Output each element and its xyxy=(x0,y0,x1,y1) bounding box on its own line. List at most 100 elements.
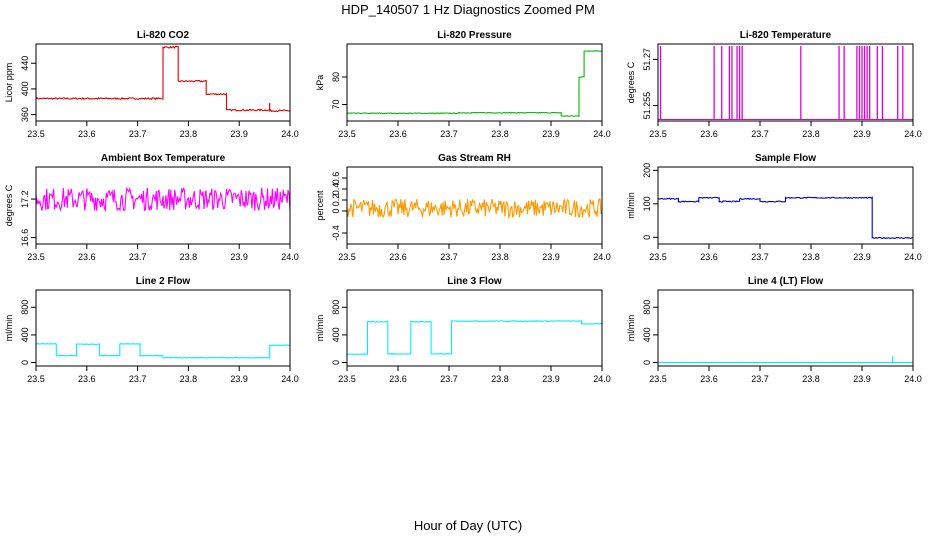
panel-title: Gas Stream RH xyxy=(438,153,511,164)
y-axis-label: degrees C xyxy=(626,61,636,103)
y-tick-label: 200 xyxy=(642,163,652,178)
y-tick-label: 0.6 xyxy=(331,172,341,185)
y-tick-label: 0.4 xyxy=(331,183,341,196)
x-tick-label: 23.5 xyxy=(649,374,667,384)
x-tick-label: 23.9 xyxy=(542,252,560,262)
y-tick-label: 0 xyxy=(20,360,30,365)
y-axis-label: ml/min xyxy=(626,192,636,219)
x-tick-label: 23.7 xyxy=(751,129,769,139)
x-tick-label: 23.6 xyxy=(389,129,407,139)
panel-title: Sample Flow xyxy=(755,153,816,164)
panel-3: Li-820 Temperature 23.5 23.6 23.7 23.8 23.9 24… xyxy=(626,30,922,139)
x-tick-label: 23.8 xyxy=(180,129,198,139)
figure-title: HDP_140507 1 Hz Diagnostics Zoomed PM xyxy=(341,2,595,17)
y-tick-label: 800 xyxy=(20,300,30,315)
x-tick-label: 24.0 xyxy=(281,252,299,262)
panel-title: Li-820 Temperature xyxy=(740,30,832,41)
series-line xyxy=(36,342,291,359)
x-tick-label: 23.9 xyxy=(230,129,248,139)
x-tick-label: 23.9 xyxy=(230,374,248,384)
x-tick-label: 23.9 xyxy=(853,129,871,139)
y-axis-label: ml/min xyxy=(4,315,14,342)
plot-frame xyxy=(657,166,914,245)
plot-frame xyxy=(346,166,603,245)
y-tick-label: 400 xyxy=(642,327,652,342)
series-line xyxy=(35,45,291,113)
y-tick-label: 0 xyxy=(331,360,341,365)
panel-title: Li-820 CO2 xyxy=(137,30,190,41)
panel-5: Gas Stream RH 23.5 23.6 23.7 23.8 23.9 24.0 -0.… xyxy=(315,153,611,262)
series-line xyxy=(346,198,603,220)
y-tick-label: 360 xyxy=(20,107,30,122)
y-tick-label: 51.255 xyxy=(642,92,652,120)
x-tick-label: 23.7 xyxy=(129,374,147,384)
plot-frame xyxy=(35,289,291,367)
x-tick-label: 23.8 xyxy=(180,252,198,262)
x-tick-label: 23.6 xyxy=(700,374,718,384)
panel-title: Ambient Box Temperature xyxy=(101,153,226,164)
x-tick-label: 23.6 xyxy=(78,129,96,139)
plot-frame xyxy=(657,289,914,367)
panel-4: Ambient Box Temperature 23.5 23.6 23.7 23.8 2… xyxy=(4,153,299,262)
y-tick-label: 800 xyxy=(331,300,341,315)
x-tick-label: 23.8 xyxy=(491,252,509,262)
x-tick-label: 23.7 xyxy=(751,252,769,262)
y-tick-label: 400 xyxy=(331,327,341,342)
x-tick-label: 23.6 xyxy=(389,252,407,262)
panel-title: Line 4 (LT) Flow xyxy=(748,276,824,287)
x-tick-label: 23.6 xyxy=(700,252,718,262)
x-axis-label: Hour of Day (UTC) xyxy=(413,518,523,533)
x-tick-label: 23.5 xyxy=(338,252,356,262)
x-tick-label: 23.8 xyxy=(802,374,820,384)
y-tick-label: 0 xyxy=(331,208,341,213)
panel-2: Li-820 Pressure 23.5 23.6 23.7 23.8 23.9 24.0 7… xyxy=(315,30,611,139)
x-tick-label: 24.0 xyxy=(281,129,299,139)
panel-9: Line 4 (LT) Flow 23.5 23.6 23.7 23.8 23.9 24.0… xyxy=(626,276,922,384)
y-tick-label: 51.27 xyxy=(642,48,652,71)
x-tick-label: 24.0 xyxy=(593,129,611,139)
x-tick-label: 23.9 xyxy=(853,374,871,384)
x-tick-label: 23.9 xyxy=(853,252,871,262)
plot-frame xyxy=(346,289,603,367)
y-axis-label: percent xyxy=(315,190,325,221)
series-line xyxy=(35,186,291,213)
x-tick-label: 23.7 xyxy=(129,129,147,139)
series-line xyxy=(347,320,603,356)
x-tick-label: 23.7 xyxy=(440,374,458,384)
x-tick-label: 23.9 xyxy=(542,129,560,139)
y-tick-label: 0.2 xyxy=(331,194,341,207)
plot-frame xyxy=(657,43,914,122)
x-tick-label: 23.5 xyxy=(649,129,667,139)
y-tick-label: 0 xyxy=(642,235,652,240)
x-tick-label: 24.0 xyxy=(904,374,922,384)
x-tick-label: 24.0 xyxy=(593,252,611,262)
y-tick-label: 70 xyxy=(331,99,341,109)
y-tick-label: 400 xyxy=(20,81,30,96)
y-tick-label: 800 xyxy=(642,300,652,315)
y-tick-label: 100 xyxy=(642,196,652,211)
x-tick-label: 23.5 xyxy=(649,252,667,262)
plot-frame xyxy=(35,43,291,122)
plot-frame xyxy=(35,166,291,245)
y-axis-label: kPa xyxy=(315,75,325,91)
y-tick-label: 80 xyxy=(331,72,341,82)
x-tick-label: 23.9 xyxy=(230,252,248,262)
y-tick-label: 440 xyxy=(20,56,30,71)
x-tick-label: 23.8 xyxy=(802,252,820,262)
panel-title: Line 2 Flow xyxy=(136,276,191,287)
x-tick-label: 23.5 xyxy=(27,129,45,139)
x-tick-label: 23.7 xyxy=(440,129,458,139)
y-tick-label: 17.2 xyxy=(20,190,30,208)
panel-title: Line 3 Flow xyxy=(447,276,502,287)
plot-frame xyxy=(346,43,603,122)
x-tick-label: 23.8 xyxy=(802,129,820,139)
x-tick-label: 23.7 xyxy=(129,252,147,262)
panel-6: Sample Flow 23.5 23.6 23.7 23.8 23.9 24.0 0 100 2… xyxy=(626,153,922,262)
y-axis-label: ml/min xyxy=(315,315,325,342)
series-line xyxy=(346,49,603,118)
x-tick-label: 24.0 xyxy=(904,129,922,139)
x-tick-label: 24.0 xyxy=(593,374,611,384)
y-axis-label: degrees C xyxy=(4,184,14,226)
x-tick-label: 24.0 xyxy=(904,252,922,262)
